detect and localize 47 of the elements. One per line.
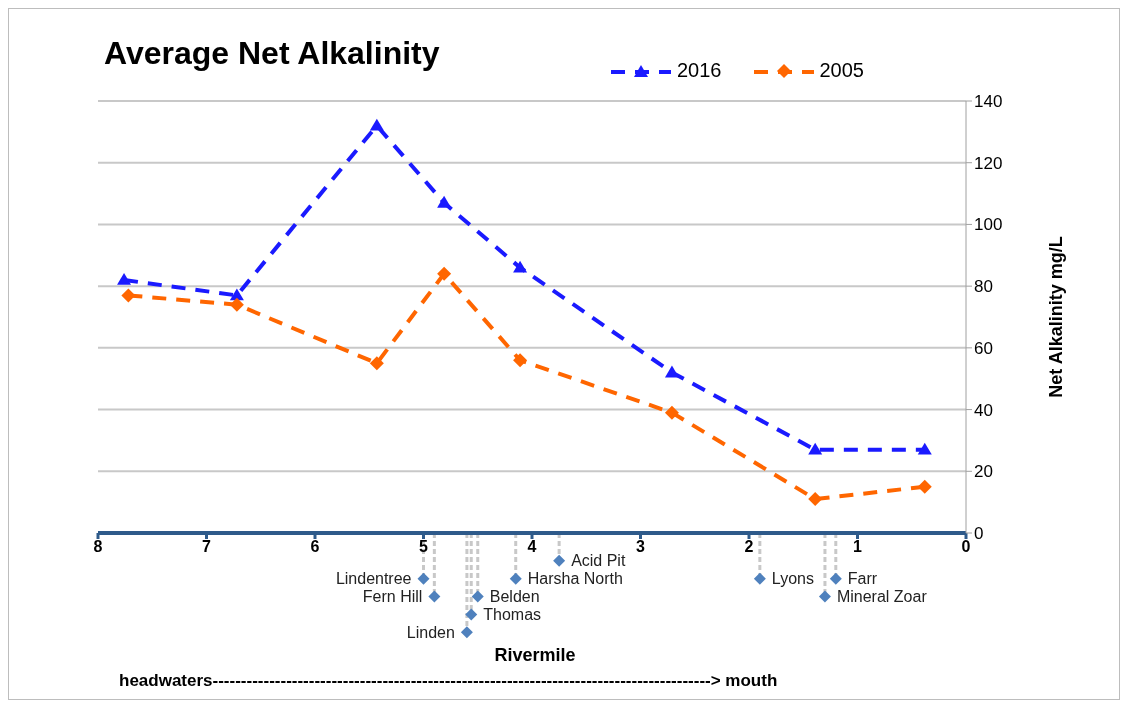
point — [369, 356, 384, 371]
ref-line-label: Thomas — [483, 606, 542, 624]
point — [117, 272, 132, 285]
x-tick-label: 0 — [961, 538, 971, 556]
point — [437, 266, 452, 281]
legend-label: 2005 — [819, 59, 864, 82]
text: headwaters----------------------------------------------------------------------------------------> mouth — [119, 671, 778, 691]
y-tick-label: 40 — [974, 400, 993, 420]
point — [437, 195, 452, 208]
y-tick-label: 80 — [974, 277, 993, 297]
ref-line-label: Farr — [847, 570, 878, 588]
y-axis-title: Net Alkalinity mg/L — [1046, 236, 1067, 398]
ref-line-label: Belden — [489, 588, 540, 606]
x-tick-label: 3 — [636, 538, 646, 556]
ref-line-label: Harsha North — [527, 570, 623, 588]
point — [369, 118, 384, 131]
chart-title: Average Net Alkalinity — [104, 35, 440, 72]
point — [513, 260, 528, 273]
x-tick-label: 8 — [93, 538, 103, 556]
x-axis-title: Rivermile — [493, 645, 577, 666]
point — [513, 353, 528, 368]
x-tick-label: 4 — [527, 538, 537, 556]
point — [229, 297, 244, 312]
x-tick-label: 5 — [419, 538, 429, 556]
legend-label: 2016 — [677, 59, 722, 82]
y-tick-label: 140 — [974, 92, 1003, 112]
ref-line-label: Acid Pit — [571, 552, 626, 570]
ref-line-label: Lyons — [771, 570, 814, 588]
point — [808, 492, 823, 507]
point — [664, 365, 679, 378]
x-tick-label: 7 — [202, 538, 212, 556]
point — [917, 479, 932, 494]
ref-line-label: Mineral Zoar — [836, 588, 928, 606]
ref-line-label: Fern Hill — [362, 588, 423, 606]
x-tick-label: 1 — [853, 538, 863, 556]
y-tick-label: 20 — [974, 462, 993, 482]
point — [664, 405, 679, 420]
y-tick-label: 60 — [974, 338, 993, 358]
x-tick-label: 2 — [744, 538, 754, 556]
y-tick-label: 120 — [974, 153, 1003, 173]
point — [917, 442, 932, 455]
ref-line-label: Linden — [406, 624, 455, 642]
ref-line-label: Lindentree — [335, 570, 412, 588]
y-tick-label: 100 — [974, 215, 1003, 235]
point — [808, 442, 823, 455]
x-tick-label: 6 — [310, 538, 320, 556]
point — [121, 288, 136, 303]
